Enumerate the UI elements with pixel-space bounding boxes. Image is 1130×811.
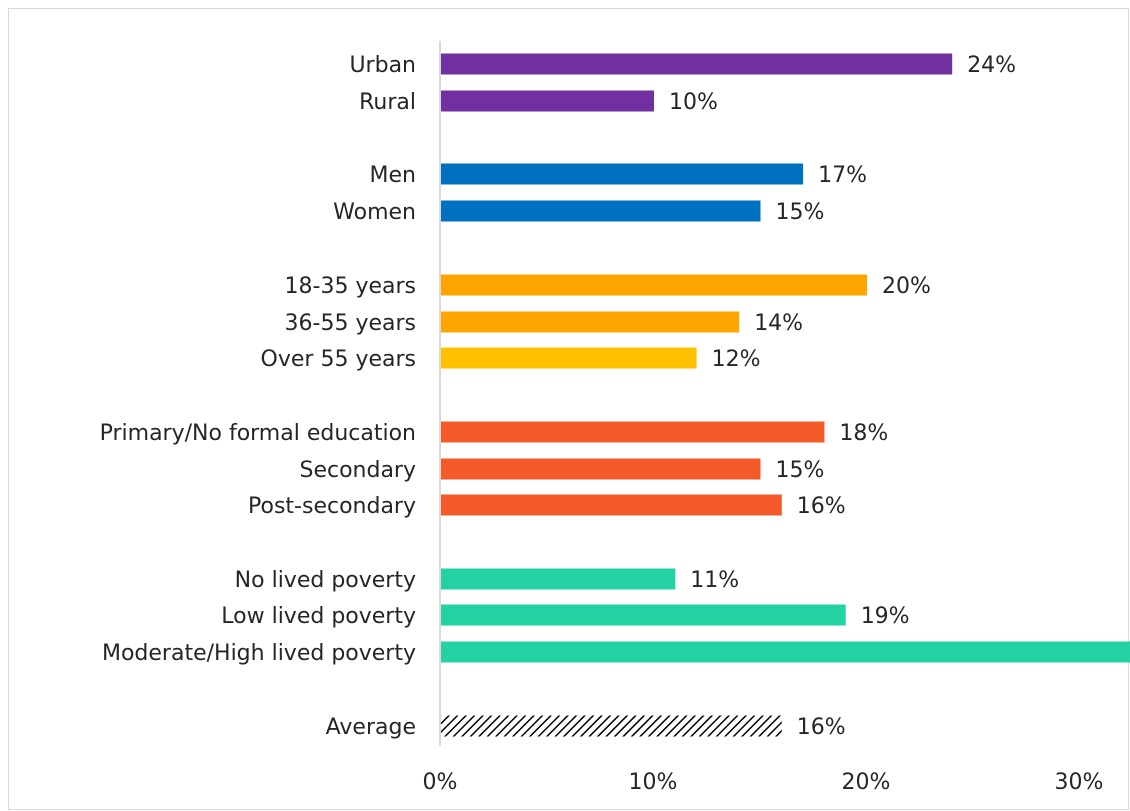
category-label: Average — [326, 715, 416, 740]
bar-moderate-high-lived-poverty — [441, 641, 1130, 663]
x-tick-label: 10% — [629, 770, 678, 795]
data-label: 16% — [797, 494, 846, 519]
category-label: Over 55 years — [261, 347, 416, 372]
category-label: 36-55 years — [285, 311, 416, 336]
bar-no-lived-poverty — [441, 568, 676, 590]
bar-men — [441, 163, 804, 185]
data-label: 20% — [882, 274, 931, 299]
data-label: 14% — [754, 311, 803, 336]
category-label: Rural — [359, 90, 416, 115]
data-label: 15% — [776, 458, 825, 483]
bar-secondary — [441, 458, 761, 480]
bar-urban — [441, 53, 953, 75]
x-tick-label: 0% — [423, 770, 458, 795]
data-label: 24% — [967, 53, 1016, 78]
category-label: Secondary — [299, 458, 416, 483]
bar-post-secondary — [441, 494, 782, 516]
bar-chart: Urban 24% Rural 10% Men 17% Women 15% 18-35 year… — [100, 41, 1130, 795]
category-label: 18-35 years — [285, 274, 416, 299]
x-tick-label: 30% — [1055, 770, 1104, 795]
x-tick-label: 20% — [842, 770, 891, 795]
bar-18-35-years — [441, 274, 867, 296]
category-label: Moderate/High lived poverty — [102, 641, 416, 666]
data-label: 15% — [776, 200, 825, 225]
data-label: 19% — [861, 604, 910, 629]
category-label: Men — [370, 163, 416, 188]
data-label: 16% — [797, 715, 846, 740]
category-label: No lived poverty — [235, 568, 416, 593]
category-label: Urban — [349, 53, 416, 78]
category-label: Primary/No formal education — [100, 421, 416, 446]
bar-average — [441, 715, 782, 737]
bar-rural — [441, 90, 654, 112]
bar-over-55-years — [441, 347, 697, 369]
data-label: 12% — [712, 347, 761, 372]
category-label: Post-secondary — [248, 494, 416, 519]
data-label: 18% — [839, 421, 888, 446]
data-label: 10% — [669, 90, 718, 115]
category-label: Women — [333, 200, 416, 225]
data-label: 11% — [690, 568, 739, 593]
bar-36-55-years — [441, 311, 740, 333]
chart-frame: Urban 24% Rural 10% Men 17% Women 15% 18-35 year… — [8, 8, 1130, 810]
bar-primary-no-formal-education — [441, 421, 825, 443]
category-label: Low lived poverty — [221, 604, 416, 629]
bar-low-lived-poverty — [441, 604, 846, 626]
bar-women — [441, 200, 761, 222]
data-label: 17% — [818, 163, 867, 188]
